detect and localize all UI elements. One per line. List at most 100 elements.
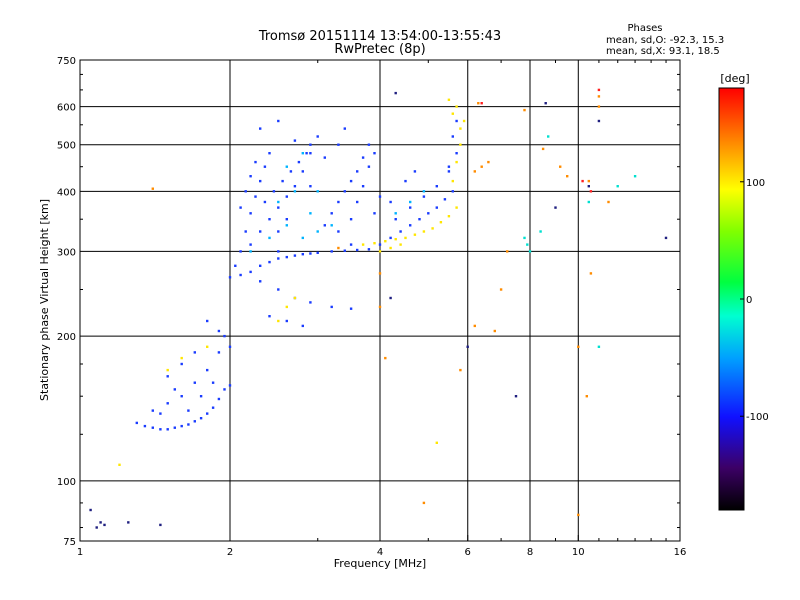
data-point [277,288,280,291]
data-point [159,412,162,415]
data-point [95,526,98,529]
data-point [523,236,526,240]
data-point [422,230,426,233]
data-point [103,523,106,527]
data-point [526,243,529,246]
phase-stats-o: mean, sd,O: -92.3, 15.3 [606,35,724,46]
data-point [581,179,584,183]
data-point [418,218,421,221]
y-tick-label: 400 [57,187,76,198]
data-point [389,200,392,204]
data-point [455,206,458,209]
data-point [330,305,333,309]
data-point [394,212,397,215]
data-point [206,345,209,348]
data-point [180,395,183,398]
data-point [427,212,430,215]
data-point [285,255,288,259]
data-point [451,190,454,193]
data-point [277,200,280,204]
data-point [239,206,242,209]
data-point [293,139,297,142]
data-point [373,152,376,155]
colorbar-ticks: 100 0 -100 [740,178,769,423]
data-point [559,165,562,168]
data-point [118,463,121,466]
x-tick-label: 8 [527,547,533,558]
data-point [384,356,387,360]
data-point [166,368,169,372]
data-point [349,179,353,183]
data-point [506,250,509,253]
data-point [309,143,312,146]
y-tick-label: 75 [63,537,76,548]
data-point [577,513,580,517]
data-point [473,324,476,328]
y-axis-ticks: 75 100 200 300 400 500 600 750 [57,56,680,548]
data-point [223,388,226,391]
data-point [277,119,280,123]
data-point [378,305,382,309]
data-point [309,185,312,188]
data-point [259,264,262,267]
data-point [466,345,469,348]
data-point [349,243,353,246]
data-point [343,190,346,193]
data-point [316,135,319,138]
data-point [143,424,147,428]
data-point [277,257,280,260]
data-point [394,238,397,241]
data-point [378,243,382,246]
x-tick-label: 4 [377,547,383,558]
data-point [249,175,252,178]
chart-subtitle: RwPretec (8p) [334,42,425,57]
data-point [159,428,162,431]
data-point [378,195,382,198]
data-point [404,179,407,183]
y-tick-label: 100 [57,477,76,488]
data-point [151,187,154,190]
data-point [151,409,154,412]
data-point [361,243,365,246]
data-point [514,395,518,398]
data-point [249,270,252,274]
data-point [413,170,417,173]
data-point [337,200,340,204]
data-point [566,175,569,178]
data-point [597,88,601,92]
data-point [422,195,426,198]
data-point [301,170,304,173]
grid-lines [80,60,680,541]
data-point [301,236,304,240]
data-point [309,212,312,215]
data-point [285,165,288,168]
data-point [373,242,376,245]
colorbar-tick-label: 100 [746,178,765,189]
data-point [473,170,476,173]
data-point [349,307,353,310]
x-tick-label: 10 [572,547,585,558]
data-point [99,521,102,524]
data-point [277,319,280,323]
data-point [337,246,340,250]
data-point [281,179,284,183]
data-point [272,190,276,193]
data-point [166,402,169,405]
data-point [413,233,417,236]
data-point [297,160,301,164]
data-point [228,276,232,279]
data-point [254,160,257,164]
data-point [268,315,271,318]
data-point [597,345,601,348]
data-point [487,160,490,164]
data-point [254,195,257,198]
data-point [330,250,333,253]
data-point [217,397,221,401]
data-point [323,224,326,227]
data-point [268,218,271,221]
data-point [285,195,288,198]
data-point [249,243,252,246]
data-point [217,351,221,354]
data-point [259,280,262,283]
data-point [455,119,458,123]
